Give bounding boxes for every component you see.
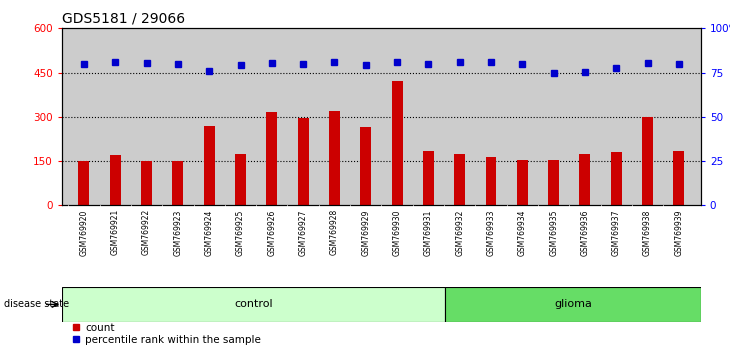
Bar bbox=[642, 117, 653, 205]
Bar bbox=[445, 287, 701, 322]
Text: GSM769937: GSM769937 bbox=[612, 209, 620, 256]
Text: GSM769928: GSM769928 bbox=[330, 209, 339, 256]
Text: GSM769935: GSM769935 bbox=[549, 209, 558, 256]
Bar bbox=[62, 287, 445, 322]
Bar bbox=[266, 113, 277, 205]
Text: GSM769934: GSM769934 bbox=[518, 209, 527, 256]
Text: glioma: glioma bbox=[554, 299, 592, 309]
Bar bbox=[204, 126, 215, 205]
Bar bbox=[548, 160, 559, 205]
Text: GSM769923: GSM769923 bbox=[174, 209, 182, 256]
Bar bbox=[673, 151, 684, 205]
Text: control: control bbox=[234, 299, 273, 309]
Text: GSM769924: GSM769924 bbox=[204, 209, 214, 256]
Text: GSM769929: GSM769929 bbox=[361, 209, 370, 256]
Text: GSM769936: GSM769936 bbox=[580, 209, 589, 256]
Text: GSM769927: GSM769927 bbox=[299, 209, 307, 256]
Bar bbox=[298, 118, 309, 205]
Text: disease state: disease state bbox=[4, 299, 69, 309]
Bar bbox=[423, 151, 434, 205]
Bar bbox=[329, 111, 340, 205]
Bar bbox=[235, 154, 246, 205]
Bar bbox=[141, 161, 152, 205]
Bar bbox=[454, 154, 465, 205]
Bar bbox=[391, 81, 402, 205]
Bar bbox=[485, 156, 496, 205]
Text: GSM769938: GSM769938 bbox=[643, 209, 652, 256]
Text: GSM769930: GSM769930 bbox=[393, 209, 402, 256]
Text: GSM769939: GSM769939 bbox=[675, 209, 683, 256]
Bar bbox=[361, 127, 372, 205]
Text: GSM769922: GSM769922 bbox=[142, 209, 151, 256]
Text: GSM769925: GSM769925 bbox=[236, 209, 245, 256]
Text: GSM769921: GSM769921 bbox=[111, 209, 120, 256]
Bar bbox=[611, 152, 622, 205]
Bar bbox=[517, 160, 528, 205]
Text: GDS5181 / 29066: GDS5181 / 29066 bbox=[62, 12, 185, 26]
Legend: count, percentile rank within the sample: count, percentile rank within the sample bbox=[67, 318, 265, 349]
Text: GSM769932: GSM769932 bbox=[456, 209, 464, 256]
Bar bbox=[172, 161, 183, 205]
Text: GSM769933: GSM769933 bbox=[486, 209, 496, 256]
Bar bbox=[580, 154, 591, 205]
Bar bbox=[110, 155, 120, 205]
Text: GSM769926: GSM769926 bbox=[267, 209, 277, 256]
Text: GSM769931: GSM769931 bbox=[424, 209, 433, 256]
Text: GSM769920: GSM769920 bbox=[80, 209, 88, 256]
Bar bbox=[79, 161, 90, 205]
